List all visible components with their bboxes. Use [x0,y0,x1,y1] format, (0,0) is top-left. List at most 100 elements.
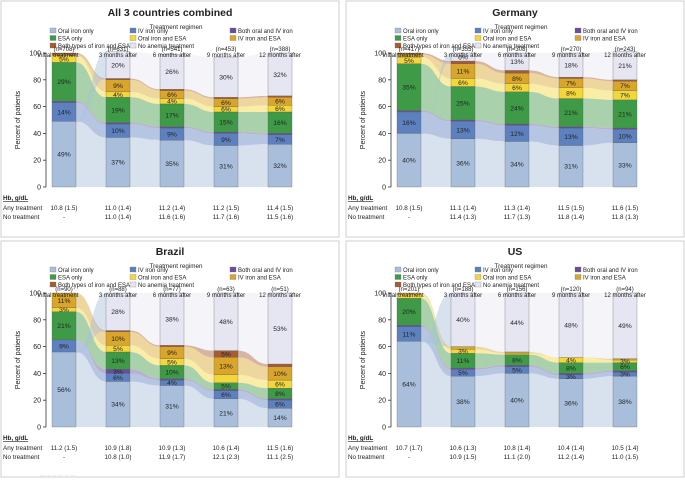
data-label-iv: 16% [402,120,415,127]
bar-segment-oral [396,341,422,428]
flow-esa-1 [76,62,106,123]
bar-3: 34% 12% 24% 6% 8% 13% (n=308)6 months after [498,47,536,188]
flow-oralesa-3 [184,98,214,112]
flow-allthree-2 [130,330,160,347]
bar-segment-oral [450,138,476,188]
flows [76,51,268,187]
data-label-none: 40% [456,317,469,324]
legend-label-esa: ESA only [58,276,82,282]
hb-none-value: 11.7 (1.6) [213,214,240,221]
panel-title: All 3 countries combined [108,7,233,19]
x-tick-label: 12 months after [259,53,301,59]
bar-segment-both [396,110,422,113]
flow-esa-2 [130,351,160,379]
flow-none-2 [130,293,160,346]
bar-segment-allthree [105,330,131,333]
legend-title: Treatment regimen [495,263,548,270]
data-label-ivesa: 13% [219,363,232,370]
hb-any-value: 10.6 (1.4) [213,445,240,452]
x-tick-label: 12 months after [604,293,646,299]
flow-both-2 [475,120,505,126]
bar-segment-oral [612,375,638,428]
data-label-oralesa: 3% [458,349,468,356]
flow-oral-3 [184,140,214,187]
bar-segment-esa [558,98,584,127]
data-label-oral: 49% [57,152,70,159]
n-label: (n=188) [453,287,474,293]
bar-segment-none [105,51,131,79]
data-label-oral: 38% [618,399,631,406]
hb-none-value: 10.9 (1.5) [450,454,477,461]
data-label-oral: 34% [111,402,124,409]
flow-oralesa-4 [583,87,613,100]
flow-ivesa-1 [76,54,106,92]
bar-3: 31% 4% 10% 5% 9% 38% (n=77)6 months after [153,287,191,428]
bar-segment-oralesa [504,353,530,355]
bar-segment-both [105,122,131,125]
legend-label-esa: ESA only [403,37,427,43]
panel-frame [0,240,340,478]
data-label-oralesa: 6% [458,80,468,87]
flow-esa-2 [475,86,505,125]
data-label-esa: 8% [512,357,522,364]
y-tick-label: 80 [33,317,41,324]
flow-ivesa-3 [184,90,214,107]
data-label-none: 18% [564,62,577,69]
n-label: (n=453) [216,47,237,53]
legend-swatch-oralesa [129,274,137,280]
bar-segment-esa [504,91,530,125]
flow-oralesa-1 [421,294,451,354]
flow-ivesa-2 [130,331,160,359]
hb-any-value: 11.2 (1.5) [213,205,240,212]
hb-any-value: 10.9 (1.3) [159,445,186,452]
bar-segment-allthree [267,95,293,98]
bar-segment-allthree [159,345,185,347]
flow-esa-4 [583,362,613,374]
flow-iv-2 [130,373,160,386]
legend-label-oralesa: Oral iron and ESA [138,37,186,43]
x-tick-label: 3 months after [99,293,137,299]
legend-swatch-both [574,27,582,34]
legend-label-none: No anemia treatment [138,44,194,50]
data-label-esa: 21% [564,110,577,117]
data-label-none: 44% [510,320,523,327]
flow-oralesa-3 [184,358,214,383]
no-treatment-label: No treatment [3,214,40,221]
bar-1: 56% 9% 21% 3% 11% (n=90)Initial treatment [37,287,79,428]
data-label-oral: 34% [510,162,523,169]
y-tick-label: 60 [33,344,41,351]
data-label-iv: 14% [57,109,70,116]
data-label-ivesa: 9% [113,83,123,90]
legend-swatch-both [574,266,582,273]
legend-label-oral: Oral iron only [58,29,94,35]
bar-segment-esa [612,99,638,129]
data-label-iv: 10% [111,128,124,135]
y-tick-label: 20 [378,158,386,165]
chart-panel-4: US Treatment regimen Oral iron only IV iron… [345,240,685,478]
data-label-esa: 8% [566,365,576,372]
n-label: (n=63) [217,287,235,293]
hb-none-value: 11.7 (1.3) [504,214,531,221]
legend-title: Treatment regimen [150,24,203,31]
hb-none-value: 10.8 (1.0) [105,454,132,461]
flow-ivesa-4 [583,78,613,91]
data-label-ivesa: 11% [58,298,71,305]
bar-1: 49% 14% 29% 5% (n=708)Initial treatment [37,47,79,188]
hb-none-value: 11.4 (1.3) [450,214,477,221]
legend-swatch-allthree [394,281,402,288]
flow-ivesa-4 [238,357,268,381]
n-label: (n=120) [561,287,582,293]
hb-label: Hb, g/dL [3,195,28,202]
bar-4: 36% 3% 8%4% 48% (n=120)9 months after [552,287,590,428]
panel-frame [345,0,685,238]
flows [76,293,268,427]
bar-segment-oral [558,378,584,428]
legend-label-both: Both oral and IV iron [583,268,638,274]
flow-esa-1 [421,63,451,120]
legend-label-esa: ESA only [58,37,82,43]
flow-oralesa-4 [583,357,613,363]
legend-label-both: Both oral and IV iron [238,29,293,35]
flow-allthree-4 [583,77,613,82]
data-label-esa: 15% [219,119,232,126]
